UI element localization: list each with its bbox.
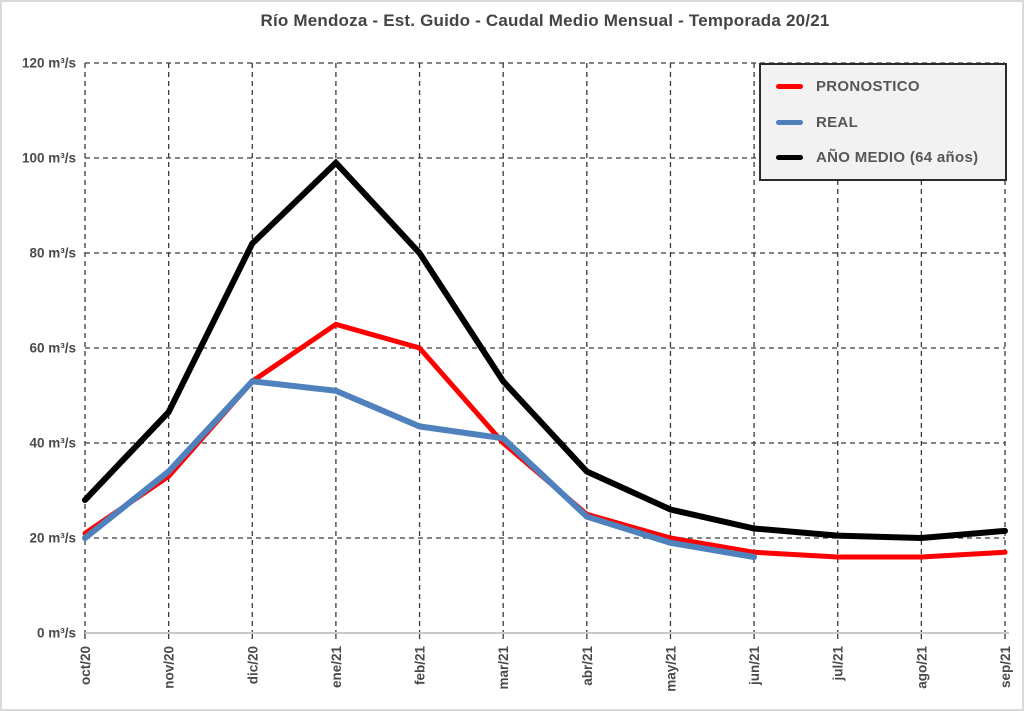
x-tick-label: ago/21 [914, 646, 929, 689]
legend-swatch-ano-medio [776, 155, 803, 160]
legend-label-pronostico: PRONOSTICO [816, 78, 920, 95]
y-tick-label: 80 m³/s [29, 246, 76, 261]
legend-label-real: REAL [816, 113, 859, 131]
x-tick-label: jun/21 [747, 646, 762, 687]
x-tick-label: abr/21 [580, 646, 595, 686]
y-tick-label: 20 m³/s [29, 531, 76, 546]
legend-swatch-pronostico [776, 84, 803, 89]
legend-item-ano-medio: AÑO MEDIO (64 años) [776, 149, 997, 166]
y-tick-label: 40 m³/s [29, 436, 76, 451]
y-tick-label: 120 m³/s [22, 56, 76, 71]
x-tick-label: nov/20 [162, 646, 177, 689]
x-tick-label: feb/21 [413, 646, 428, 686]
y-tick-label: 100 m³/s [22, 151, 76, 166]
legend-item-pronostico: PRONOSTICO [776, 78, 997, 95]
x-tick-label: mar/21 [496, 646, 511, 690]
legend-swatch-real [776, 119, 803, 125]
series-line-real [82, 378, 758, 560]
x-tick-label: may/21 [663, 646, 678, 692]
x-tick-label: dic/20 [245, 646, 260, 684]
x-tick-label: ene/21 [329, 646, 344, 689]
chart-title: Río Mendoza - Est. Guido - Caudal Medio … [260, 11, 830, 30]
legend: PRONOSTICO REAL AÑO MEDIO (64 años) [759, 63, 1007, 181]
legend-label-ano-medio: AÑO MEDIO (64 años) [816, 149, 979, 166]
series-line-ano-medio-64-anos [82, 158, 1008, 542]
y-tick-label: 0 m³/s [37, 626, 76, 641]
x-tick-label: sep/21 [998, 646, 1013, 689]
y-tick-label: 60 m³/s [29, 341, 76, 356]
x-tick-label: jul/21 [831, 646, 846, 682]
series-line-pronostico [82, 321, 1008, 560]
x-tick-label: oct/20 [78, 646, 93, 685]
legend-item-real: REAL [776, 114, 997, 131]
